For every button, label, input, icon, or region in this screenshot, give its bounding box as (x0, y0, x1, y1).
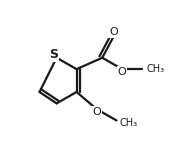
Text: O: O (109, 27, 118, 37)
Text: CH₃: CH₃ (146, 64, 165, 74)
Text: S: S (49, 48, 58, 61)
Text: CH₃: CH₃ (119, 118, 137, 128)
Text: O: O (92, 107, 101, 117)
Text: O: O (118, 67, 127, 77)
